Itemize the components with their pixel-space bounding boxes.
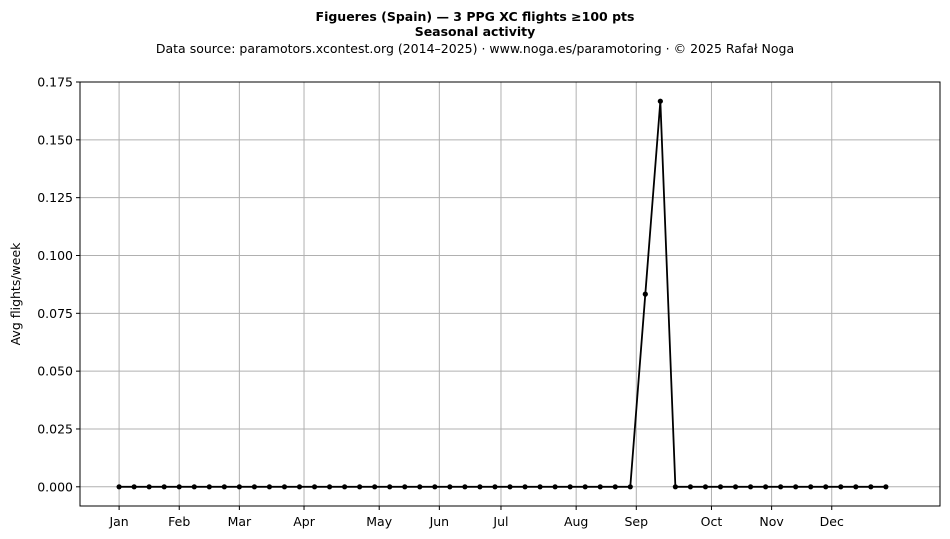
data-point	[342, 484, 348, 490]
data-point	[853, 484, 859, 490]
x-tick-label: Jan	[108, 514, 128, 529]
chart-subtitle: Seasonal activity	[414, 24, 536, 39]
y-tick-label: 0.150	[37, 132, 73, 147]
x-tick-label: Oct	[701, 514, 723, 529]
series-line	[119, 100, 886, 488]
data-point	[672, 484, 678, 490]
chart-header: Figueres (Spain) — 3 PPG XC flights ≥100…	[0, 9, 950, 59]
data-point	[236, 484, 242, 490]
data-point	[868, 484, 874, 490]
y-tick-label: 0.125	[37, 190, 73, 205]
data-point	[793, 484, 799, 490]
data-point	[146, 484, 152, 490]
data-point	[191, 484, 197, 490]
data-point	[326, 484, 333, 490]
data-point	[597, 484, 603, 490]
grid-layer	[80, 81, 940, 506]
x-tick-label: May	[366, 514, 392, 529]
x-tick-label: Feb	[168, 514, 190, 529]
data-point	[657, 98, 663, 104]
data-point	[251, 484, 258, 490]
data-point	[522, 484, 528, 490]
data-point	[507, 484, 513, 490]
y-tick-label: 0.025	[37, 421, 73, 436]
x-tick-label: Mar	[228, 514, 252, 529]
y-axis-label: Avg flights/week	[8, 242, 23, 346]
x-tick-label: Nov	[759, 514, 784, 529]
data-point	[747, 484, 754, 490]
data-point	[612, 484, 618, 490]
data-point	[838, 484, 844, 490]
data-source-note: Data source: paramotors.xcontest.org (20…	[155, 41, 795, 56]
data-point	[717, 484, 724, 490]
y-tick-label: 0.050	[37, 364, 73, 379]
x-tick-label: Jul	[492, 514, 508, 529]
x-tick-label: Jun	[429, 514, 450, 529]
y-tick-label: 0.075	[37, 306, 73, 321]
data-point	[311, 484, 318, 490]
data-point	[131, 484, 137, 490]
data-point	[823, 484, 829, 490]
data-point	[883, 484, 889, 490]
data-point	[296, 484, 303, 490]
data-point	[762, 484, 769, 490]
data-point	[462, 484, 468, 490]
data-point	[687, 484, 694, 490]
data-point	[221, 484, 227, 490]
data-point	[176, 484, 182, 490]
y-tick-label: 0.100	[37, 248, 73, 263]
tick-layer: 0.000 0.025 0.050 0.075 0.100 0.125 0.150 0.175…	[37, 75, 844, 530]
data-point	[447, 484, 453, 490]
data-point	[266, 484, 273, 490]
data-point	[582, 484, 588, 490]
x-tick-label: Aug	[564, 514, 588, 529]
series-layer	[116, 98, 889, 490]
data-point	[567, 484, 573, 490]
data-point	[372, 484, 378, 490]
data-point	[537, 484, 543, 490]
data-point	[387, 484, 393, 490]
data-point	[642, 291, 648, 297]
data-point	[402, 484, 408, 490]
data-point	[552, 484, 558, 490]
data-point	[702, 484, 709, 490]
plot-frame	[79, 81, 941, 507]
data-point	[492, 484, 498, 490]
x-tick-label: Dec	[820, 514, 844, 529]
y-tick-label: 0.000	[37, 479, 73, 494]
data-point	[281, 484, 288, 490]
data-point	[732, 484, 739, 490]
data-point	[161, 484, 167, 490]
data-point	[116, 484, 122, 490]
chart-title: Figueres (Spain) — 3 PPG XC flights ≥100…	[315, 9, 635, 24]
data-point	[778, 484, 784, 490]
data-point	[357, 484, 363, 490]
data-point	[477, 484, 483, 490]
x-tick-label: Sep	[625, 514, 649, 529]
data-point	[206, 484, 212, 490]
y-tick-label: 0.175	[37, 75, 73, 90]
x-tick-label: Apr	[293, 514, 315, 529]
data-point	[432, 484, 438, 490]
data-point	[417, 484, 423, 490]
data-point	[627, 484, 633, 490]
data-point	[808, 484, 814, 490]
